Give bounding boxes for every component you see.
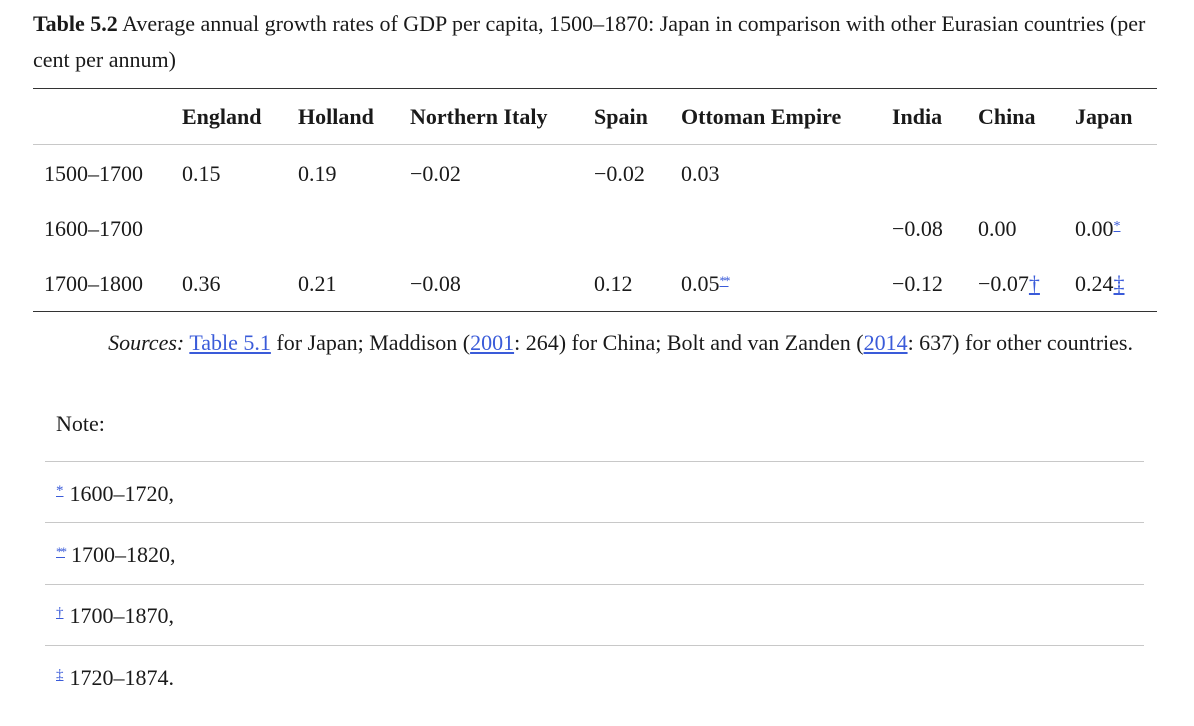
- cell-value: 0.05: [681, 271, 720, 296]
- footnote-mark[interactable]: ‡: [56, 667, 64, 683]
- header-india: India: [892, 104, 943, 129]
- cell-japan: 0.24‡: [1075, 271, 1125, 297]
- table-header-rule: [33, 144, 1157, 145]
- row-period: 1600–1700: [44, 216, 143, 241]
- footnote-item: * 1600–1720,: [56, 481, 174, 510]
- header-holland: Holland: [298, 104, 374, 129]
- cell-value: 0.24: [1075, 271, 1114, 296]
- table-caption: Table 5.2 Average annual growth rates of…: [33, 6, 1153, 78]
- cell-holland: 0.19: [298, 161, 337, 186]
- header-japan: Japan: [1075, 104, 1133, 129]
- table-top-rule: [33, 88, 1157, 89]
- cell-value: 0.00: [1075, 216, 1114, 241]
- row-period: 1500–1700: [44, 161, 143, 186]
- cell-value: −0.07: [978, 271, 1029, 296]
- footnote-ref-star[interactable]: *: [1113, 219, 1121, 234]
- header-spain: Spain: [594, 104, 648, 129]
- cell-spain: −0.02: [594, 161, 645, 186]
- sources-text: : 264) for China; Bolt and van Zanden (: [514, 330, 864, 355]
- footnote-item: † 1700–1870,: [56, 603, 174, 632]
- footnote-text: 1700–1870,: [69, 603, 175, 628]
- cell-northern-italy: −0.08: [410, 271, 461, 296]
- footnote-item: ‡ 1720–1874.: [56, 665, 174, 694]
- table-sources: Sources: Table 5.1 for Japan; Maddison (…: [33, 325, 1133, 361]
- header-china: China: [978, 104, 1036, 129]
- sources-label: Sources:: [108, 330, 185, 355]
- cell-india: −0.08: [892, 216, 943, 241]
- cell-england: 0.15: [182, 161, 221, 186]
- header-england: England: [182, 104, 262, 129]
- table-bottom-rule: [33, 311, 1157, 312]
- cell-india: −0.12: [892, 271, 943, 296]
- table-title: Average annual growth rates of GDP per c…: [33, 11, 1146, 72]
- note-label: Note:: [56, 411, 105, 436]
- maddison-2001-link[interactable]: 2001: [470, 330, 515, 355]
- table-label: Table 5.2: [33, 11, 118, 36]
- row-period: 1700–1800: [44, 271, 143, 296]
- cell-ottoman: 0.03: [681, 161, 720, 186]
- sources-text: for Japan; Maddison (: [270, 330, 471, 355]
- cell-holland: 0.21: [298, 271, 337, 296]
- footnote-mark[interactable]: *: [56, 483, 64, 499]
- footnote-divider: [45, 645, 1144, 646]
- footnote-mark[interactable]: †: [56, 605, 64, 621]
- footnote-ref-double-dagger[interactable]: ‡: [1113, 271, 1125, 296]
- cell-japan: 0.00*: [1075, 216, 1121, 246]
- footnote-text: 1720–1874.: [69, 665, 175, 690]
- footnote-text: 1700–1820,: [71, 542, 176, 567]
- footnote-text: 1600–1720,: [69, 481, 175, 506]
- note-rule: [45, 461, 1144, 462]
- bolt-2014-link[interactable]: 2014: [863, 330, 908, 355]
- cell-northern-italy: −0.02: [410, 161, 461, 186]
- cell-china: 0.00: [978, 216, 1017, 241]
- footnote-divider: [45, 522, 1144, 523]
- sources-text: : 637) for other countries.: [907, 330, 1133, 355]
- footnote-divider: [45, 584, 1144, 585]
- footnote-ref-dagger[interactable]: †: [1028, 271, 1040, 296]
- footnote-ref-double-star[interactable]: **: [719, 273, 731, 288]
- cell-spain: 0.12: [594, 271, 633, 296]
- cell-england: 0.36: [182, 271, 221, 296]
- cell-ottoman: 0.05**: [681, 271, 731, 300]
- footnote-mark[interactable]: **: [56, 544, 67, 559]
- header-northern-italy: Northern Italy: [410, 104, 548, 129]
- table-5-1-link[interactable]: Table 5.1: [189, 330, 271, 355]
- footnote-item: ** 1700–1820,: [56, 542, 176, 571]
- cell-china: −0.07†: [978, 271, 1040, 297]
- header-ottoman-empire: Ottoman Empire: [681, 104, 842, 129]
